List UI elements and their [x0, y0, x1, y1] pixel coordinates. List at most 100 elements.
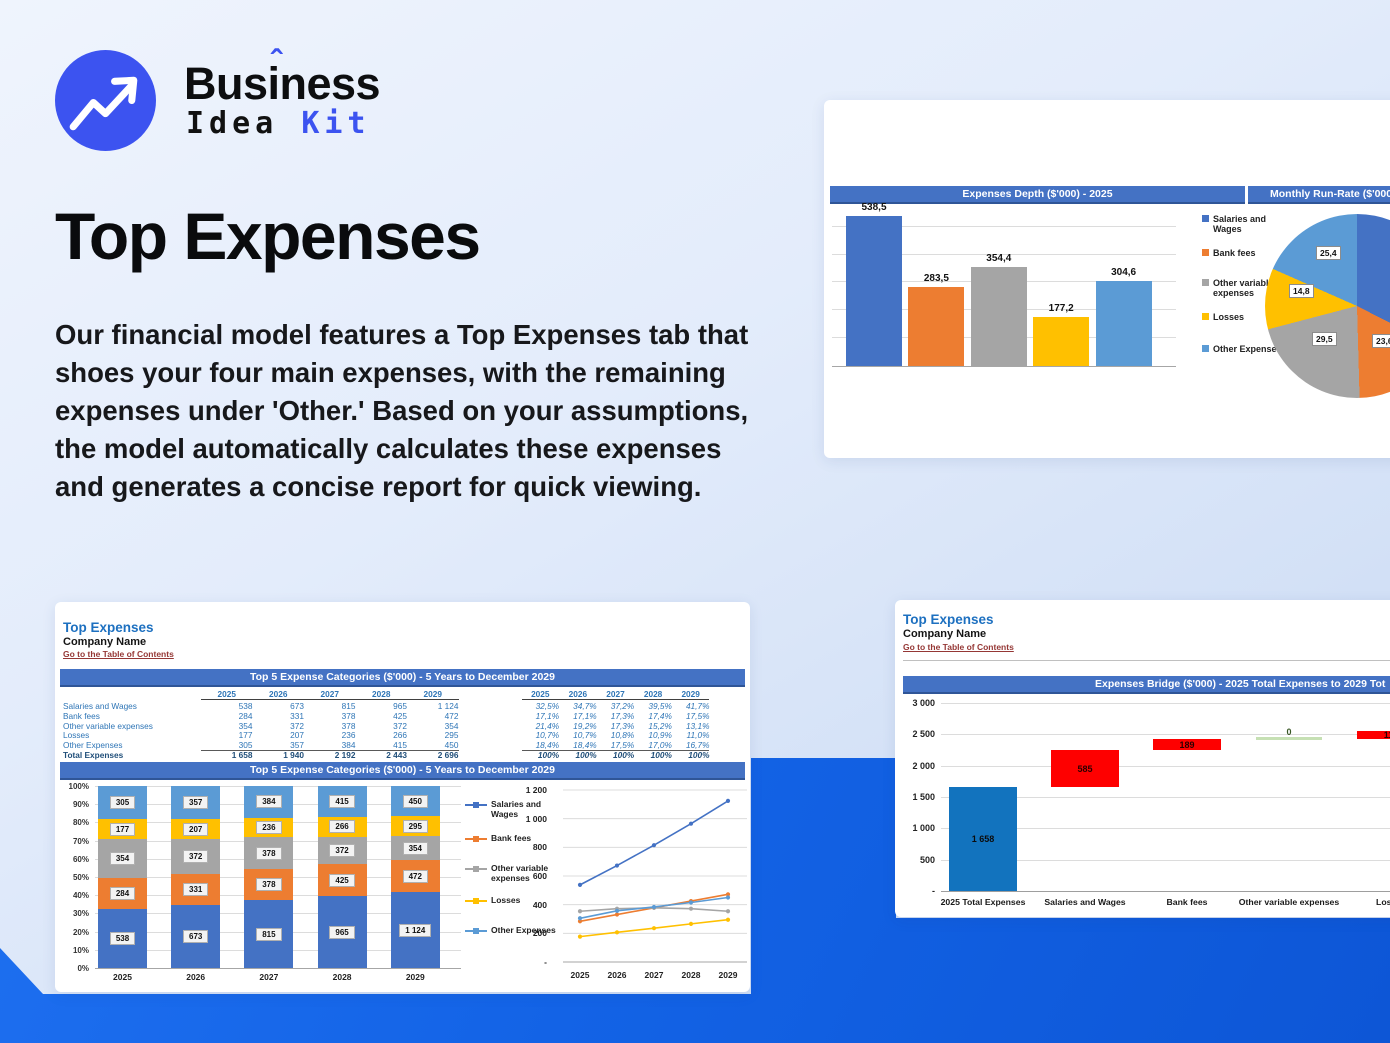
pct-cell: 18,4%	[559, 740, 597, 751]
stacked-segment: 207	[171, 819, 221, 839]
pct-cell: 10,7%	[573, 730, 597, 741]
segment-label: 331	[183, 882, 209, 896]
legend-label: Other variable expenses	[491, 863, 549, 883]
pie-label: 25,4	[1316, 246, 1341, 260]
gridline	[941, 828, 1390, 830]
waterfall-bar-total: 1 658	[949, 787, 1017, 891]
year-header: 2027	[596, 689, 635, 700]
bridge-title-bar: Expenses Bridge ($'000) - 2025 Total Exp…	[903, 676, 1390, 694]
pct-cell: 17,3%	[610, 710, 635, 721]
year-header: 2026	[559, 689, 597, 700]
y-tick: 500	[919, 854, 935, 865]
stacked-bar-chart-plot: 538 284 354 177 305 673 331 372 207 357 815 378 378 2…	[95, 786, 461, 969]
value-cell: 305	[201, 740, 253, 751]
value-cell: 266	[393, 730, 407, 741]
data-point	[614, 908, 620, 913]
legend-line-marker	[465, 926, 487, 936]
data-point	[688, 921, 694, 926]
chart-section-title: Top 5 Expense Categories ($'000) - 5 Yea…	[249, 764, 555, 776]
legend-swatch	[1202, 215, 1209, 222]
data-point	[725, 895, 731, 900]
pct-cell: 10,9%	[648, 730, 672, 741]
table-row: Other Expenses 305 357 384 415 450 18,4% 18,4% 1…	[63, 740, 743, 751]
legend-label: Salaries and Wages	[491, 799, 542, 819]
y-tick: 100%	[68, 782, 89, 791]
expense-table: 2025 2026 2027 2028 2029 2025 2026 2027 2028 2029…	[63, 688, 743, 760]
segment-label: 372	[329, 844, 355, 858]
value-cell: 331	[290, 710, 304, 721]
stacked-segment: 472	[390, 860, 440, 893]
legend-swatch	[1202, 249, 1209, 256]
waterfall-bar-label: 118	[1383, 729, 1390, 740]
logo-word-kit: Kit	[301, 106, 371, 141]
y-tick: 1 200	[525, 785, 547, 795]
legend-dot	[473, 802, 479, 808]
data-point	[688, 900, 694, 905]
y-tick: 10%	[72, 945, 89, 955]
x-tick: 2027	[259, 972, 279, 982]
depth-bar-label: 283,5	[923, 273, 949, 285]
stacked-segment: 295	[390, 816, 440, 837]
row-label: Salaries and Wages	[63, 700, 137, 711]
pct-cell: 17,5%	[685, 710, 710, 721]
total-pct-cell: 100%	[613, 750, 635, 761]
total-value-cell: 2 696	[437, 750, 459, 761]
y-tick: 800	[532, 842, 547, 853]
waterfall-bar-label: 189	[1179, 739, 1195, 750]
logo-word-idea: Idea	[186, 106, 279, 141]
y-tick: 60%	[72, 854, 89, 864]
legend-item: Losses	[1202, 312, 1291, 322]
total-value-cell: 1 940	[283, 750, 304, 761]
segment-label: 207	[183, 822, 209, 836]
monthly-run-rate-title: Monthly Run-Rate ($'000	[1270, 188, 1390, 200]
legend-swatch	[1202, 313, 1209, 320]
depth-bar	[1095, 281, 1152, 366]
pct-cell: 17,5%	[596, 740, 635, 751]
segment-label: 450	[402, 794, 428, 808]
waterfall-bar-increase: 189	[1153, 738, 1221, 751]
pct-cell: 17,0%	[634, 740, 672, 751]
waterfall-bar-label: 585	[1077, 763, 1093, 774]
stacked-segment: 177	[98, 819, 147, 839]
x-tick: 2025	[570, 970, 590, 980]
depth-bar-label: 304,6	[1111, 267, 1137, 279]
segment-label: 295	[402, 819, 428, 833]
waterfall-chart: 3 000 2 500 2 000 1 500 1 000 500 - 1 658 2025 T…	[895, 600, 1390, 917]
segment-label: 415	[329, 795, 355, 809]
x-category: Losses	[1376, 897, 1390, 907]
pct-cell: 37,2%	[610, 700, 635, 711]
legend-item: Bank fees	[465, 833, 559, 844]
waterfall-bar-increase: 118	[1357, 729, 1390, 740]
legend-item: Losses	[465, 895, 559, 906]
data-point	[725, 798, 731, 803]
stacked-bar: 815 378 378 236 384	[244, 786, 294, 968]
data-point	[725, 892, 731, 897]
total-pct-cell: 100%	[688, 750, 710, 761]
depth-bar	[908, 287, 965, 366]
expenses-depth-card: Expenses Depth ($'000) - 2025 Monthly Ru…	[824, 100, 1390, 458]
value-cell: 378	[341, 710, 356, 721]
segment-label: 354	[109, 851, 136, 865]
chart-section-title-bar: Top 5 Expense Categories ($'000) - 5 Yea…	[60, 762, 745, 780]
data-point	[651, 843, 657, 848]
segment-label: 357	[183, 796, 209, 810]
data-point	[725, 909, 731, 914]
waterfall-zero-line	[1256, 736, 1322, 740]
x-tick: 2029	[405, 972, 425, 982]
legend-label: Losses	[491, 895, 521, 905]
x-tick: 2026	[607, 970, 627, 980]
stacked-segment: 331	[171, 873, 221, 905]
value-cell: 815	[341, 700, 356, 711]
table-of-contents-link[interactable]: Go to the Table of Contents	[63, 649, 174, 659]
segment-label: 378	[256, 878, 282, 892]
stacked-bar: 965 425 372 266 415	[317, 786, 367, 968]
total-label: Total Expenses	[63, 750, 124, 761]
segment-label: 284	[109, 886, 136, 900]
segment-label: 673	[183, 929, 209, 943]
value-cell: 236	[341, 730, 356, 741]
depth-chart-legend: Salaries and Wages Bank fees Other variabl…	[1202, 204, 1294, 374]
table-row: Bank fees 284 331 378 425 472 17,1% 17,1% 17,3% 1…	[63, 711, 743, 721]
stacked-segment: 372	[317, 836, 367, 865]
table-of-contents-link[interactable]: Go to the Table of Contents	[903, 642, 1014, 652]
y-tick: 30%	[72, 909, 89, 919]
